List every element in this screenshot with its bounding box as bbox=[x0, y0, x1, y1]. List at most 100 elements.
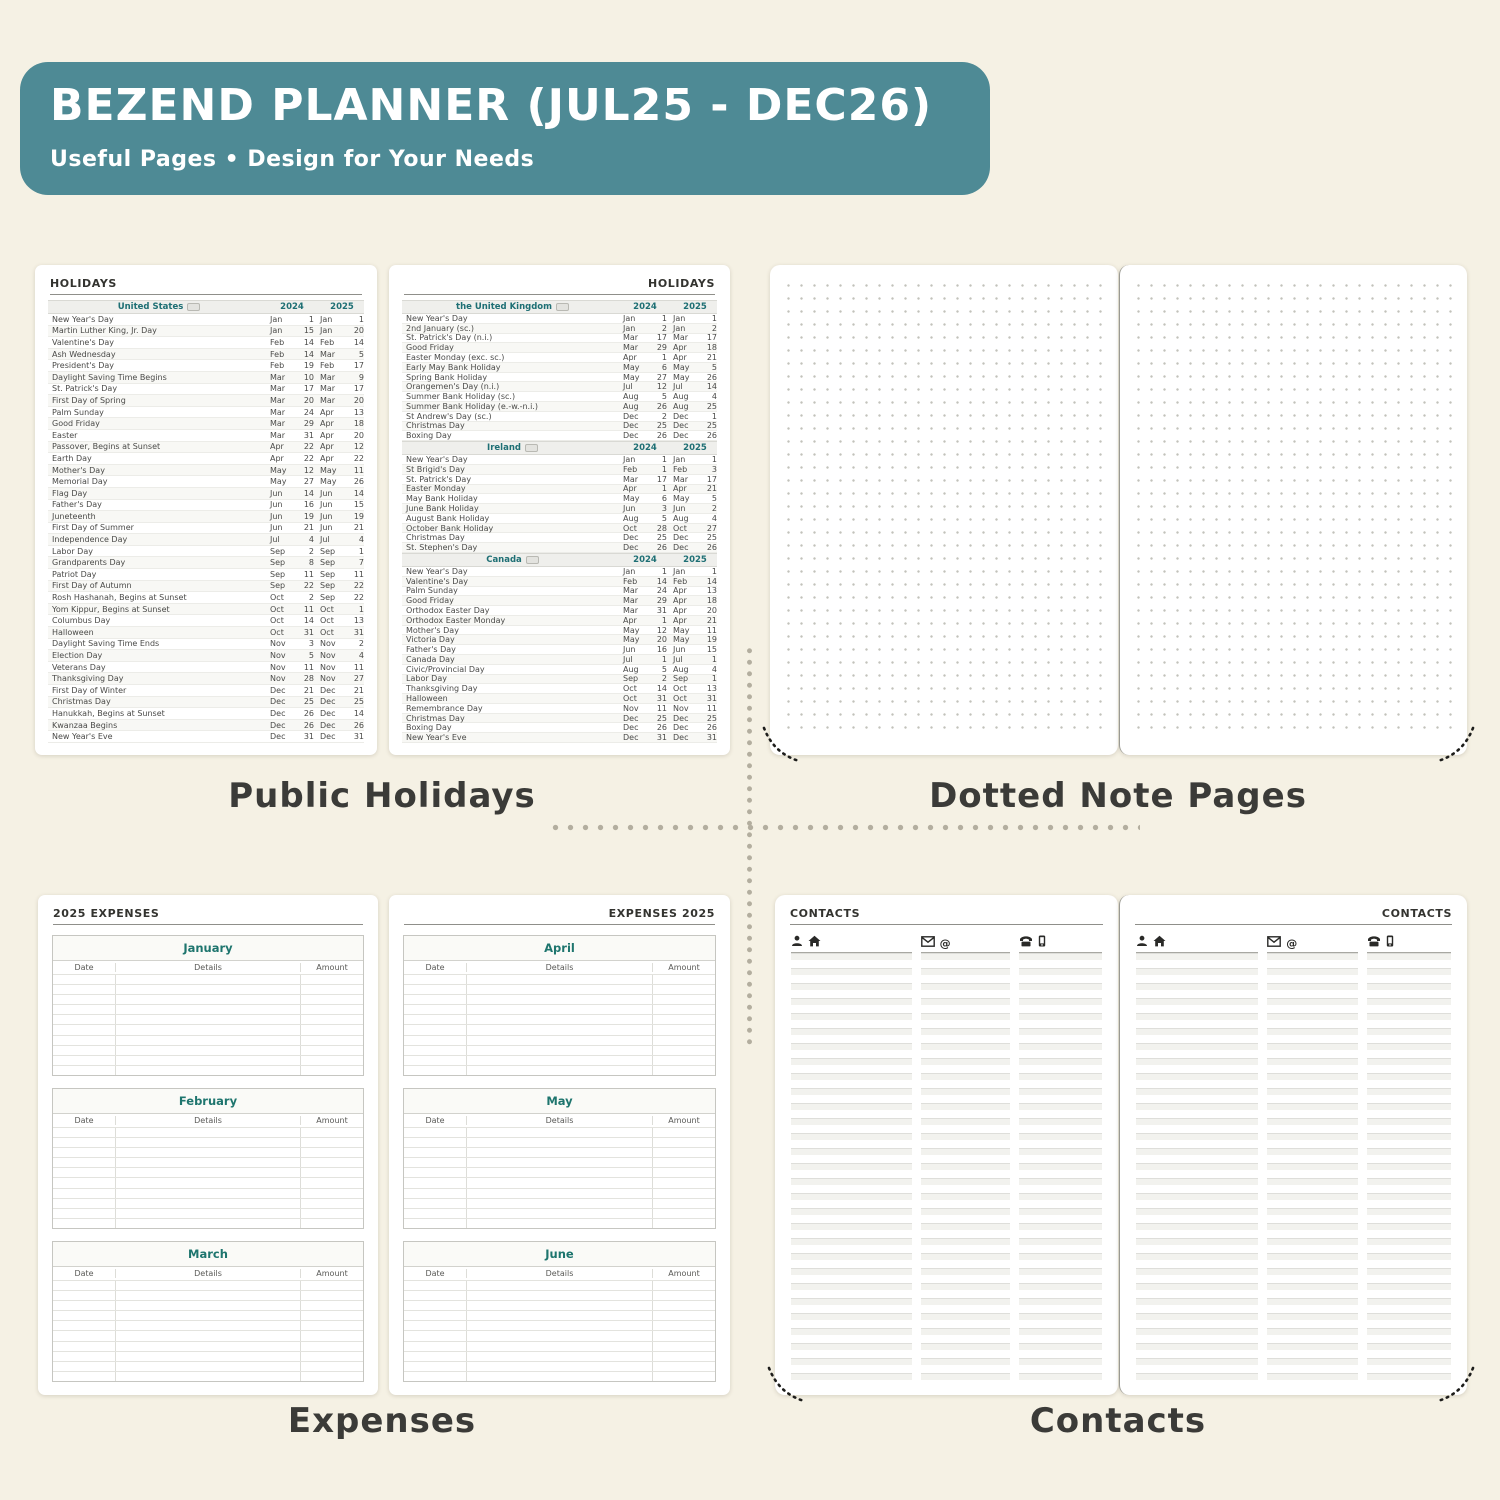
contact-ruled-lines bbox=[1018, 953, 1102, 1382]
holiday-day-2025: 26 bbox=[353, 477, 364, 487]
holiday-day-2025: 21 bbox=[706, 615, 717, 625]
holiday-month-2025: Feb bbox=[673, 464, 688, 474]
expense-empty-row bbox=[53, 1320, 363, 1331]
dashed-corner-arc bbox=[1436, 1366, 1475, 1403]
holiday-month-2024: Jun bbox=[270, 500, 283, 510]
holiday-month-2024: Dec bbox=[623, 421, 639, 431]
country-flag-badge bbox=[524, 444, 538, 453]
holiday-month-2025: Dec bbox=[320, 708, 336, 718]
holiday-month-2024: Dec bbox=[270, 732, 286, 742]
cell-date bbox=[53, 1138, 115, 1147]
expense-empty-row bbox=[404, 1127, 715, 1138]
holiday-name: Christmas Day bbox=[406, 713, 465, 723]
expense-empty-row bbox=[53, 1034, 363, 1045]
expense-empty-row bbox=[53, 974, 363, 985]
cell-details bbox=[466, 1168, 653, 1178]
holiday-month-2025: Apr bbox=[320, 442, 334, 452]
holiday-day-2024: 25 bbox=[656, 421, 667, 431]
holiday-month-2025: Nov bbox=[320, 662, 336, 672]
cell-date bbox=[53, 1148, 115, 1157]
holiday-day-2024: 5 bbox=[661, 392, 667, 402]
holiday-month-2024: Dec bbox=[623, 411, 639, 421]
holiday-day-2025: 22 bbox=[353, 581, 364, 591]
holiday-name: Easter Monday (exc. sc.) bbox=[406, 353, 505, 363]
cell-details bbox=[466, 975, 653, 985]
holiday-month-2024: Dec bbox=[623, 543, 639, 553]
holiday-day-2024: 17 bbox=[656, 474, 667, 484]
cell-details bbox=[466, 1341, 653, 1351]
holiday-month-2025: Jul bbox=[673, 654, 683, 664]
holiday-day-2024: 11 bbox=[656, 703, 667, 713]
holiday-day-2025: 14 bbox=[353, 337, 364, 347]
holiday-day-2025: 4 bbox=[711, 664, 717, 674]
expense-empty-row bbox=[53, 1340, 363, 1351]
holiday-row: Easter Mar 31 Apr 20 bbox=[48, 430, 364, 442]
holiday-month-2025: Jul bbox=[673, 382, 683, 392]
contact-ruled-lines bbox=[791, 953, 912, 1382]
cell-date bbox=[404, 1372, 466, 1381]
cell-amount bbox=[653, 1219, 715, 1228]
holiday-name: New Year's Day bbox=[406, 455, 468, 465]
contact-column-icons bbox=[791, 933, 912, 953]
holiday-day-2024: 22 bbox=[303, 442, 314, 452]
cell-amount bbox=[301, 1189, 363, 1198]
cell-details bbox=[466, 1208, 653, 1218]
cell-date bbox=[53, 1015, 115, 1024]
holiday-day-2025: 11 bbox=[706, 703, 717, 713]
country-label: United States bbox=[117, 302, 184, 312]
holiday-day-2024: 26 bbox=[303, 708, 314, 718]
holiday-month-2024: Aug bbox=[623, 664, 639, 674]
holiday-month-2025: Nov bbox=[320, 639, 336, 649]
holiday-day-2024: 11 bbox=[303, 662, 314, 672]
holiday-name: Election Day bbox=[52, 651, 103, 661]
cell-details bbox=[466, 1148, 653, 1158]
holiday-day-2024: 2 bbox=[308, 546, 314, 556]
holiday-month-2024: Dec bbox=[623, 733, 639, 743]
holiday-day-2025: 31 bbox=[353, 732, 364, 742]
holiday-day-2025: 1 bbox=[711, 455, 717, 465]
holiday-name: Memorial Day bbox=[52, 477, 108, 487]
country-label: the United Kingdom bbox=[456, 302, 552, 312]
cell-date bbox=[53, 1036, 115, 1045]
holiday-month-2025: May bbox=[320, 465, 337, 475]
holiday-month-2024: Jan bbox=[623, 323, 636, 333]
cell-amount bbox=[301, 1025, 363, 1034]
holiday-day-2024: 5 bbox=[661, 513, 667, 523]
cell-details bbox=[466, 1198, 653, 1208]
mobile-phone-icon bbox=[1038, 935, 1046, 947]
holiday-month-2025: Apr bbox=[320, 407, 334, 417]
dashed-corner-arc bbox=[1436, 726, 1475, 763]
holiday-day-2024: 6 bbox=[661, 362, 667, 372]
expense-empty-row bbox=[53, 1207, 363, 1218]
holiday-day-2024: 20 bbox=[303, 395, 314, 405]
holiday-day-2025: 14 bbox=[353, 708, 364, 718]
holiday-row: St. Patrick's Day Mar 17 Mar 17 bbox=[402, 475, 717, 485]
holiday-day-2024: 2 bbox=[661, 674, 667, 684]
holiday-day-2024: 2 bbox=[661, 411, 667, 421]
holiday-row: Mother's Day May 12 May 11 bbox=[48, 464, 364, 477]
cell-details bbox=[115, 1178, 301, 1188]
mobile-phone-icon bbox=[1386, 935, 1394, 947]
cell-amount bbox=[653, 1025, 715, 1034]
holiday-row: Patriot Day Sep 11 Sep 11 bbox=[48, 569, 364, 581]
holiday-month-2025: Apr bbox=[673, 596, 687, 606]
holidays-page-right: HOLIDAYS the United Kingdom 2024 2025 New Y… bbox=[389, 265, 730, 755]
expense-table: February Date Details Amount bbox=[52, 1088, 364, 1229]
title-rule bbox=[790, 924, 1103, 925]
expense-column-headers: Date Details Amount bbox=[53, 1113, 363, 1127]
cell-date bbox=[53, 1219, 115, 1228]
holiday-row: Hanukkah, Begins at Sunset Dec 26 Dec 14 bbox=[48, 708, 364, 720]
contact-column: @ bbox=[920, 933, 1010, 1382]
holiday-country-header: United States 2024 2025 bbox=[48, 300, 364, 314]
holiday-row: Thanksgiving Day Nov 28 Nov 27 bbox=[48, 673, 364, 685]
holiday-name: First Day of Spring bbox=[52, 395, 126, 405]
page-title: CONTACTS bbox=[790, 907, 861, 920]
expense-table: March Date Details Amount bbox=[52, 1241, 364, 1382]
cell-details bbox=[466, 1128, 653, 1138]
expense-empty-row bbox=[53, 1197, 363, 1208]
column-header-date: Date bbox=[425, 963, 445, 972]
holiday-row: Good Friday Mar 29 Apr 18 bbox=[402, 343, 717, 354]
holiday-name: Summer Bank Holiday (sc.) bbox=[406, 392, 516, 402]
expense-empty-row bbox=[404, 974, 715, 985]
holiday-day-2024: 29 bbox=[303, 419, 314, 429]
